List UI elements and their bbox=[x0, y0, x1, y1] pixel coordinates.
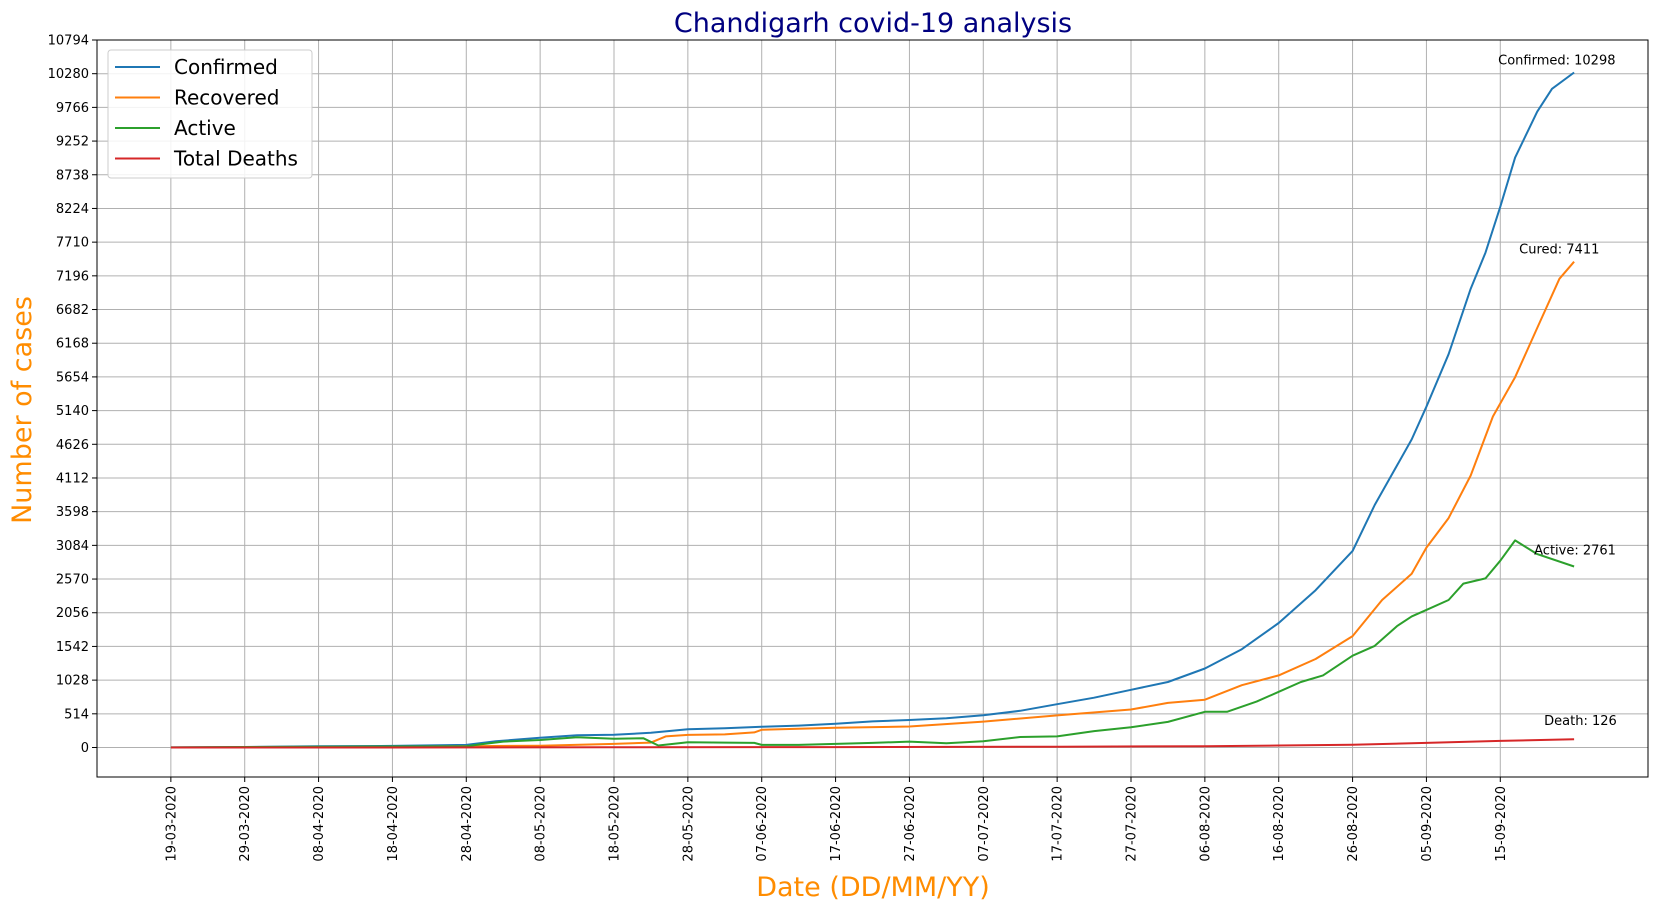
x-tick-label: 05-09-2020 bbox=[1420, 786, 1435, 862]
series-lines bbox=[170, 71, 1575, 749]
y-tick-label: 10280 bbox=[48, 67, 89, 82]
y-tick-label: 5654 bbox=[56, 370, 89, 385]
y-tick-label: 3084 bbox=[56, 539, 89, 554]
x-tick-label: 26-08-2020 bbox=[1346, 786, 1361, 862]
x-axis-ticks: 19-03-2020 29-03-2020 08-04-2020 18-04-2020… bbox=[164, 777, 1509, 862]
y-axis-title: Number of cases bbox=[7, 296, 38, 524]
series-line-total-deaths bbox=[170, 738, 1575, 749]
x-tick-label: 17-06-2020 bbox=[829, 786, 844, 862]
legend-label: Total Deaths bbox=[173, 147, 298, 171]
y-tick-label: 8738 bbox=[56, 168, 89, 183]
series-line-recovered bbox=[170, 261, 1575, 749]
y-tick-label: 9766 bbox=[56, 101, 89, 116]
y-tick-label: 514 bbox=[64, 707, 89, 722]
x-axis-title: Date (DD/MM/YY) bbox=[756, 872, 990, 903]
y-tick-label: 6682 bbox=[56, 303, 89, 318]
y-tick-label: 10794 bbox=[48, 34, 89, 49]
x-tick-label: 08-05-2020 bbox=[534, 786, 549, 862]
grid bbox=[97, 39, 1648, 777]
y-tick-label: 4626 bbox=[56, 438, 89, 453]
x-tick-label: 29-03-2020 bbox=[238, 786, 253, 862]
annotation-label: Active: 2761 bbox=[1534, 544, 1616, 559]
y-tick-label: 2570 bbox=[56, 573, 89, 588]
x-tick-label: 27-07-2020 bbox=[1125, 786, 1140, 862]
legend-label: Recovered bbox=[174, 86, 279, 110]
y-tick-label: 2056 bbox=[56, 606, 89, 621]
x-tick-label: 08-04-2020 bbox=[312, 786, 327, 862]
y-tick-label: 3598 bbox=[56, 505, 89, 520]
x-tick-label: 06-08-2020 bbox=[1198, 786, 1213, 862]
x-tick-label: 07-06-2020 bbox=[755, 786, 770, 862]
annotation-label: Cured: 7411 bbox=[1519, 243, 1599, 258]
plot-area-frame bbox=[96, 39, 1649, 778]
y-tick-label: 0 bbox=[81, 741, 89, 756]
y-tick-label: 7710 bbox=[56, 236, 89, 251]
x-tick-label: 27-06-2020 bbox=[903, 786, 918, 862]
legend-label: Active bbox=[174, 116, 236, 140]
legend-label: Confirmed bbox=[174, 55, 278, 79]
y-tick-label: 4112 bbox=[56, 471, 89, 486]
x-tick-label: 28-05-2020 bbox=[681, 786, 696, 862]
series-line-active bbox=[170, 539, 1575, 749]
x-tick-label: 15-09-2020 bbox=[1494, 786, 1509, 862]
series-line-confirmed bbox=[170, 71, 1575, 749]
annotations: Confirmed: 10298 Cured: 7411 Active: 2761 D… bbox=[1498, 54, 1617, 730]
y-tick-label: 8224 bbox=[56, 202, 89, 217]
legend: Confirmed Recovered Active Total Deaths bbox=[107, 49, 313, 179]
y-tick-label: 1028 bbox=[56, 674, 89, 689]
annotation-label: Confirmed: 10298 bbox=[1498, 54, 1615, 69]
y-tick-label: 5140 bbox=[56, 404, 89, 419]
x-tick-label: 18-04-2020 bbox=[386, 786, 401, 862]
chart-title: Chandigarh covid-19 analysis bbox=[674, 8, 1072, 39]
x-tick-label: 16-08-2020 bbox=[1272, 786, 1287, 862]
x-tick-label: 17-07-2020 bbox=[1051, 786, 1066, 862]
y-tick-label: 1542 bbox=[56, 640, 89, 655]
y-tick-label: 7196 bbox=[56, 269, 89, 284]
x-tick-label: 18-05-2020 bbox=[608, 786, 623, 862]
y-tick-label: 9252 bbox=[56, 135, 89, 150]
x-tick-label: 07-07-2020 bbox=[977, 786, 992, 862]
y-tick-label: 6168 bbox=[56, 337, 89, 352]
x-tick-label: 28-04-2020 bbox=[460, 786, 475, 862]
legend-box bbox=[107, 49, 313, 179]
annotation-label: Death: 126 bbox=[1544, 714, 1617, 729]
x-tick-label: 19-03-2020 bbox=[164, 786, 179, 862]
y-axis-ticks: 0 514 1028 1542 2056 2570 3084 3598 4112 4626 5140… bbox=[48, 34, 97, 756]
